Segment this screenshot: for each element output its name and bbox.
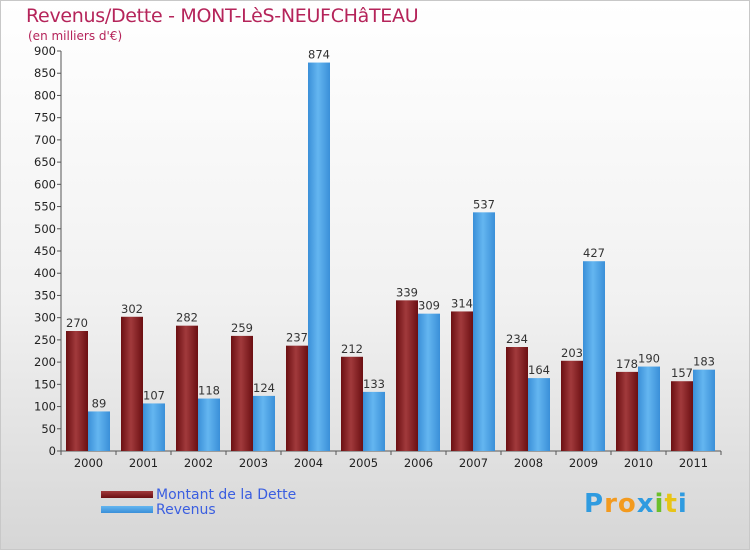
x-tick-label: 2000 — [74, 456, 103, 470]
data-label-debt: 203 — [561, 346, 583, 360]
y-tick-label: 850 — [34, 66, 56, 80]
bar-debt — [451, 311, 473, 451]
legend-swatch-debt — [101, 491, 153, 498]
data-label-revenue: 124 — [253, 381, 275, 395]
bar-revenue — [528, 378, 550, 451]
legend-label-debt: Montant de la Dette — [156, 486, 297, 503]
data-label-debt: 237 — [286, 331, 308, 345]
y-tick-label: 450 — [34, 244, 56, 258]
x-tick-label: 2009 — [569, 456, 598, 470]
legend-label-revenue: Revenus — [156, 501, 216, 518]
y-tick-label: 800 — [34, 88, 56, 102]
logo-letter: i — [677, 489, 688, 519]
data-label-revenue: 164 — [528, 363, 550, 377]
data-label-revenue: 874 — [308, 48, 330, 62]
chart-title: Revenus/Dette - MONT-LèS-NEUFCHâTEAU — [26, 5, 419, 27]
bar-revenue — [363, 391, 385, 451]
data-label-revenue: 190 — [638, 352, 660, 366]
bar-debt — [66, 331, 88, 451]
bar-revenue — [308, 62, 330, 452]
data-label-revenue: 427 — [583, 246, 605, 260]
bar-debt — [231, 335, 253, 451]
bar-debt — [176, 325, 198, 451]
y-tick-label: 50 — [41, 422, 56, 436]
data-label-revenue: 107 — [143, 388, 165, 402]
y-tick-label: 300 — [34, 311, 56, 325]
bar-debt — [396, 300, 418, 451]
x-tick-label: 2002 — [184, 456, 213, 470]
data-label-revenue: 309 — [418, 299, 440, 313]
bar-debt — [121, 316, 143, 451]
data-label-revenue: 537 — [473, 197, 495, 211]
bar-debt — [671, 381, 693, 451]
bar-revenue — [418, 313, 440, 451]
data-label-debt: 339 — [396, 285, 418, 299]
bar-revenue — [693, 369, 715, 451]
logo-letter: r — [604, 489, 618, 519]
logo-letter: i — [654, 489, 665, 519]
data-label-debt: 234 — [506, 332, 528, 346]
bar-debt — [286, 345, 308, 451]
bar-revenue — [143, 403, 165, 451]
data-label-debt: 270 — [66, 316, 88, 330]
bar-revenue — [638, 366, 660, 451]
y-tick-label: 400 — [34, 266, 56, 280]
x-tick-label: 2003 — [239, 456, 268, 470]
bar-revenue — [473, 212, 495, 451]
y-tick-label: 200 — [34, 355, 56, 369]
y-tick-label: 750 — [34, 111, 56, 125]
x-tick-label: 2005 — [349, 456, 378, 470]
data-label-debt: 314 — [451, 296, 473, 310]
y-tick-label: 100 — [34, 400, 56, 414]
data-label-revenue: 89 — [92, 396, 107, 410]
data-label-revenue: 118 — [198, 384, 220, 398]
data-label-revenue: 183 — [693, 355, 715, 369]
legend: Montant de la Dette Revenus — [101, 486, 297, 518]
data-label-debt: 157 — [671, 366, 693, 380]
logo-letter: P — [584, 489, 605, 519]
logo-letter: t — [664, 489, 678, 519]
data-label-revenue: 133 — [363, 377, 385, 391]
bar-revenue — [88, 411, 110, 451]
data-label-debt: 302 — [121, 302, 143, 316]
proxiti-logo: Proxiti — [584, 489, 688, 519]
x-tick-label: 2010 — [624, 456, 653, 470]
x-tick-label: 2006 — [404, 456, 433, 470]
y-tick-label: 150 — [34, 377, 56, 391]
y-tick-label: 250 — [34, 333, 56, 347]
logo-letter: o — [617, 489, 637, 519]
bar-debt — [561, 360, 583, 451]
data-label-debt: 282 — [176, 311, 198, 325]
bar-debt — [506, 347, 528, 451]
legend-swatch-revenue — [101, 506, 153, 513]
data-label-debt: 178 — [616, 357, 638, 371]
x-tick-label: 2007 — [459, 456, 488, 470]
y-tick-label: 700 — [34, 133, 56, 147]
bar-debt — [341, 356, 363, 451]
y-tick-label: 600 — [34, 177, 56, 191]
y-tick-label: 500 — [34, 222, 56, 236]
y-tick-label: 650 — [34, 155, 56, 169]
bar-revenue — [253, 395, 275, 451]
x-tick-label: 2011 — [679, 456, 708, 470]
x-tick-label: 2008 — [514, 456, 543, 470]
data-label-debt: 212 — [341, 342, 363, 356]
legend-item-debt: Montant de la Dette — [101, 486, 297, 503]
bar-debt — [616, 371, 638, 451]
bar-revenue — [583, 261, 605, 451]
y-tick-label: 350 — [34, 288, 56, 302]
y-tick-label: 550 — [34, 200, 56, 214]
bar-revenue — [198, 398, 220, 451]
legend-item-revenue: Revenus — [101, 501, 296, 518]
y-tick-label: 900 — [34, 44, 56, 58]
x-tick-label: 2004 — [294, 456, 323, 470]
x-tick-label: 2001 — [129, 456, 158, 470]
logo-letter: x — [636, 489, 655, 519]
chart-subtitle: (en milliers d'€) — [28, 29, 123, 43]
data-label-debt: 259 — [231, 321, 253, 335]
y-tick-label: 0 — [49, 444, 56, 458]
